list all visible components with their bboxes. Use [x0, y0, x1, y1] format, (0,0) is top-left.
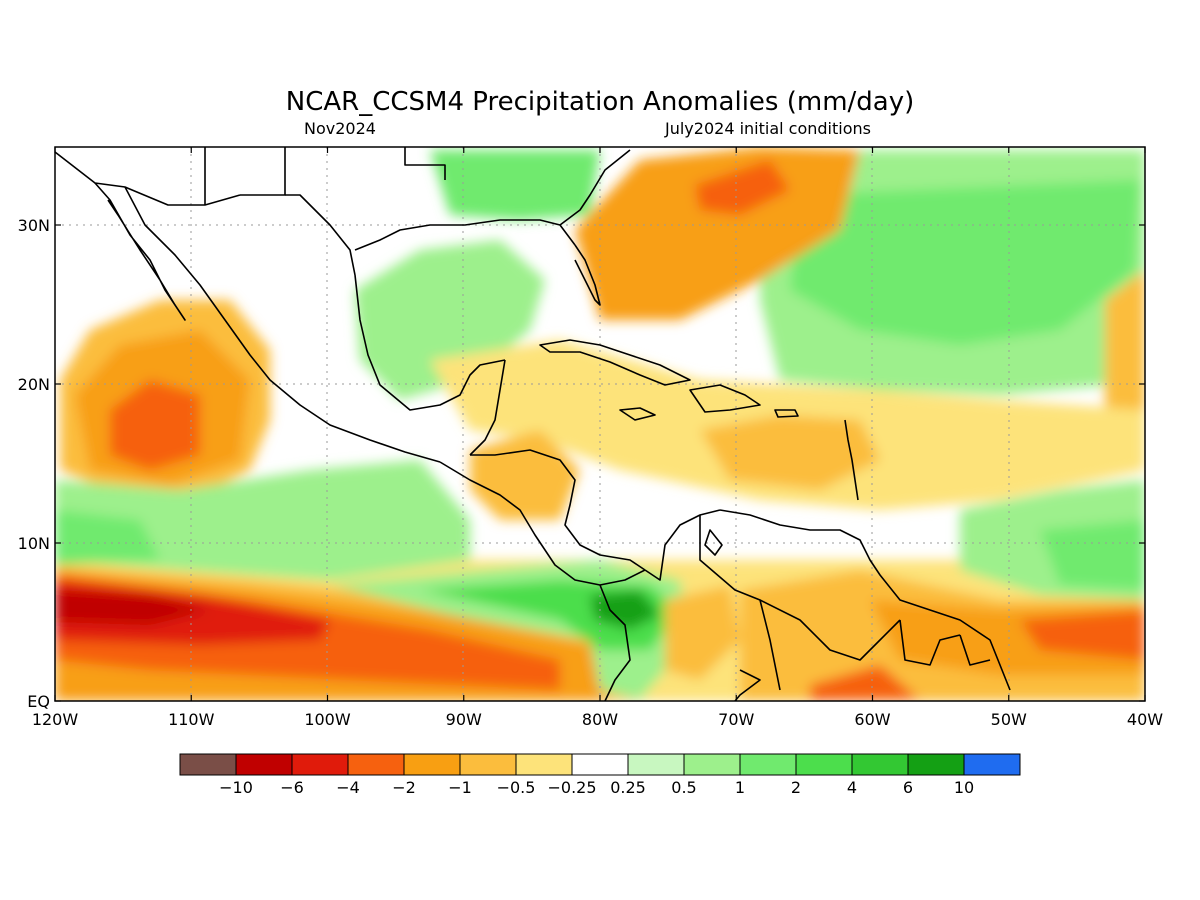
field-colombia-dry	[665, 585, 740, 680]
field-se-us-green	[430, 150, 600, 220]
colorbar-swatch	[571, 753, 629, 776]
colorbar-label: −1	[448, 778, 472, 797]
lat-tick-label: 10N	[18, 534, 50, 553]
colorbar-swatch	[459, 753, 517, 776]
colorbar-swatch	[235, 753, 293, 776]
colorbar-swatch	[795, 753, 853, 776]
lon-tick-label: 70W	[718, 710, 754, 729]
field-caribbean-dry-core	[700, 415, 880, 490]
field-amazon-dry	[810, 665, 920, 701]
colorbar-label: 0.5	[671, 778, 696, 797]
field-pacific-green-strip	[55, 460, 470, 580]
field-pacific-green-west	[55, 510, 160, 565]
colorbar-label: 4	[847, 778, 857, 797]
field-honduras-dry	[470, 430, 580, 520]
colorbar: −10 −6 −4 −2 −1 −0.5 −0.25 0.25 0.5 1 2 4 6 10	[179, 753, 1021, 797]
field-itcz-dry-core	[55, 590, 210, 625]
initial-conditions: July2024 initial conditions	[664, 119, 871, 138]
lon-tick-label: 110W	[168, 710, 215, 729]
map-title: NCAR_CCSM4 Precipitation Anomalies (mm/d…	[286, 87, 915, 117]
field-green-atlantic-core	[790, 180, 1140, 345]
field-pacific-dry-core	[110, 380, 200, 470]
lat-tick-label: 30N	[18, 216, 50, 235]
colorbar-swatch	[683, 753, 741, 776]
colorbar-label: 10	[954, 778, 974, 797]
colorbar-label: 0.25	[610, 778, 646, 797]
colorbar-label: −6	[280, 778, 304, 797]
lon-tick-label: 120W	[32, 710, 79, 729]
lon-tick-label: 50W	[991, 710, 1027, 729]
colorbar-label: −10	[219, 778, 253, 797]
colorbar-label: −0.5	[497, 778, 536, 797]
lon-tick-label: 40W	[1127, 710, 1163, 729]
lon-tick-label: 60W	[854, 710, 890, 729]
field-atlantic-wet-east-core	[1040, 520, 1145, 590]
field-gulf-green	[355, 240, 545, 400]
field-dry-east-edge	[1105, 270, 1145, 430]
graticule	[55, 147, 1145, 701]
lon-tick-label: 100W	[304, 710, 351, 729]
coastlines	[55, 147, 1011, 701]
plot-area	[55, 147, 1145, 701]
lon-tick-label: 80W	[582, 710, 618, 729]
lat-tick-label: EQ	[27, 692, 50, 711]
colorbar-swatch	[403, 753, 461, 776]
field-dry-gulfstream-core	[695, 160, 790, 215]
lon-tick-label: 90W	[446, 710, 482, 729]
colorbar-label: 2	[791, 778, 801, 797]
colorbar-swatch	[179, 753, 237, 776]
colorbar-swatch	[291, 753, 349, 776]
lat-tick-label: 20N	[18, 375, 50, 394]
colorbar-label: 1	[735, 778, 745, 797]
field-panama-wet-core	[590, 590, 660, 630]
colorbar-swatch	[515, 753, 573, 776]
forecast-month: Nov2024	[304, 119, 376, 138]
colorbar-label: 6	[903, 778, 913, 797]
colorbar-swatch	[851, 753, 909, 776]
colorbar-label: −2	[392, 778, 416, 797]
colorbar-label: −4	[336, 778, 360, 797]
colorbar-label: −0.25	[547, 778, 596, 797]
colorbar-swatch	[907, 753, 965, 776]
colorbar-swatch	[627, 753, 685, 776]
colorbar-swatch	[347, 753, 405, 776]
colorbar-swatch	[963, 753, 1021, 776]
field-guiana-dry-core	[1020, 610, 1145, 660]
axis-ticks: 120W 110W 100W 90W 80W 70W 60W 50W 40W EQ 10N 20N 30…	[18, 147, 1163, 729]
colorbar-swatch	[739, 753, 797, 776]
